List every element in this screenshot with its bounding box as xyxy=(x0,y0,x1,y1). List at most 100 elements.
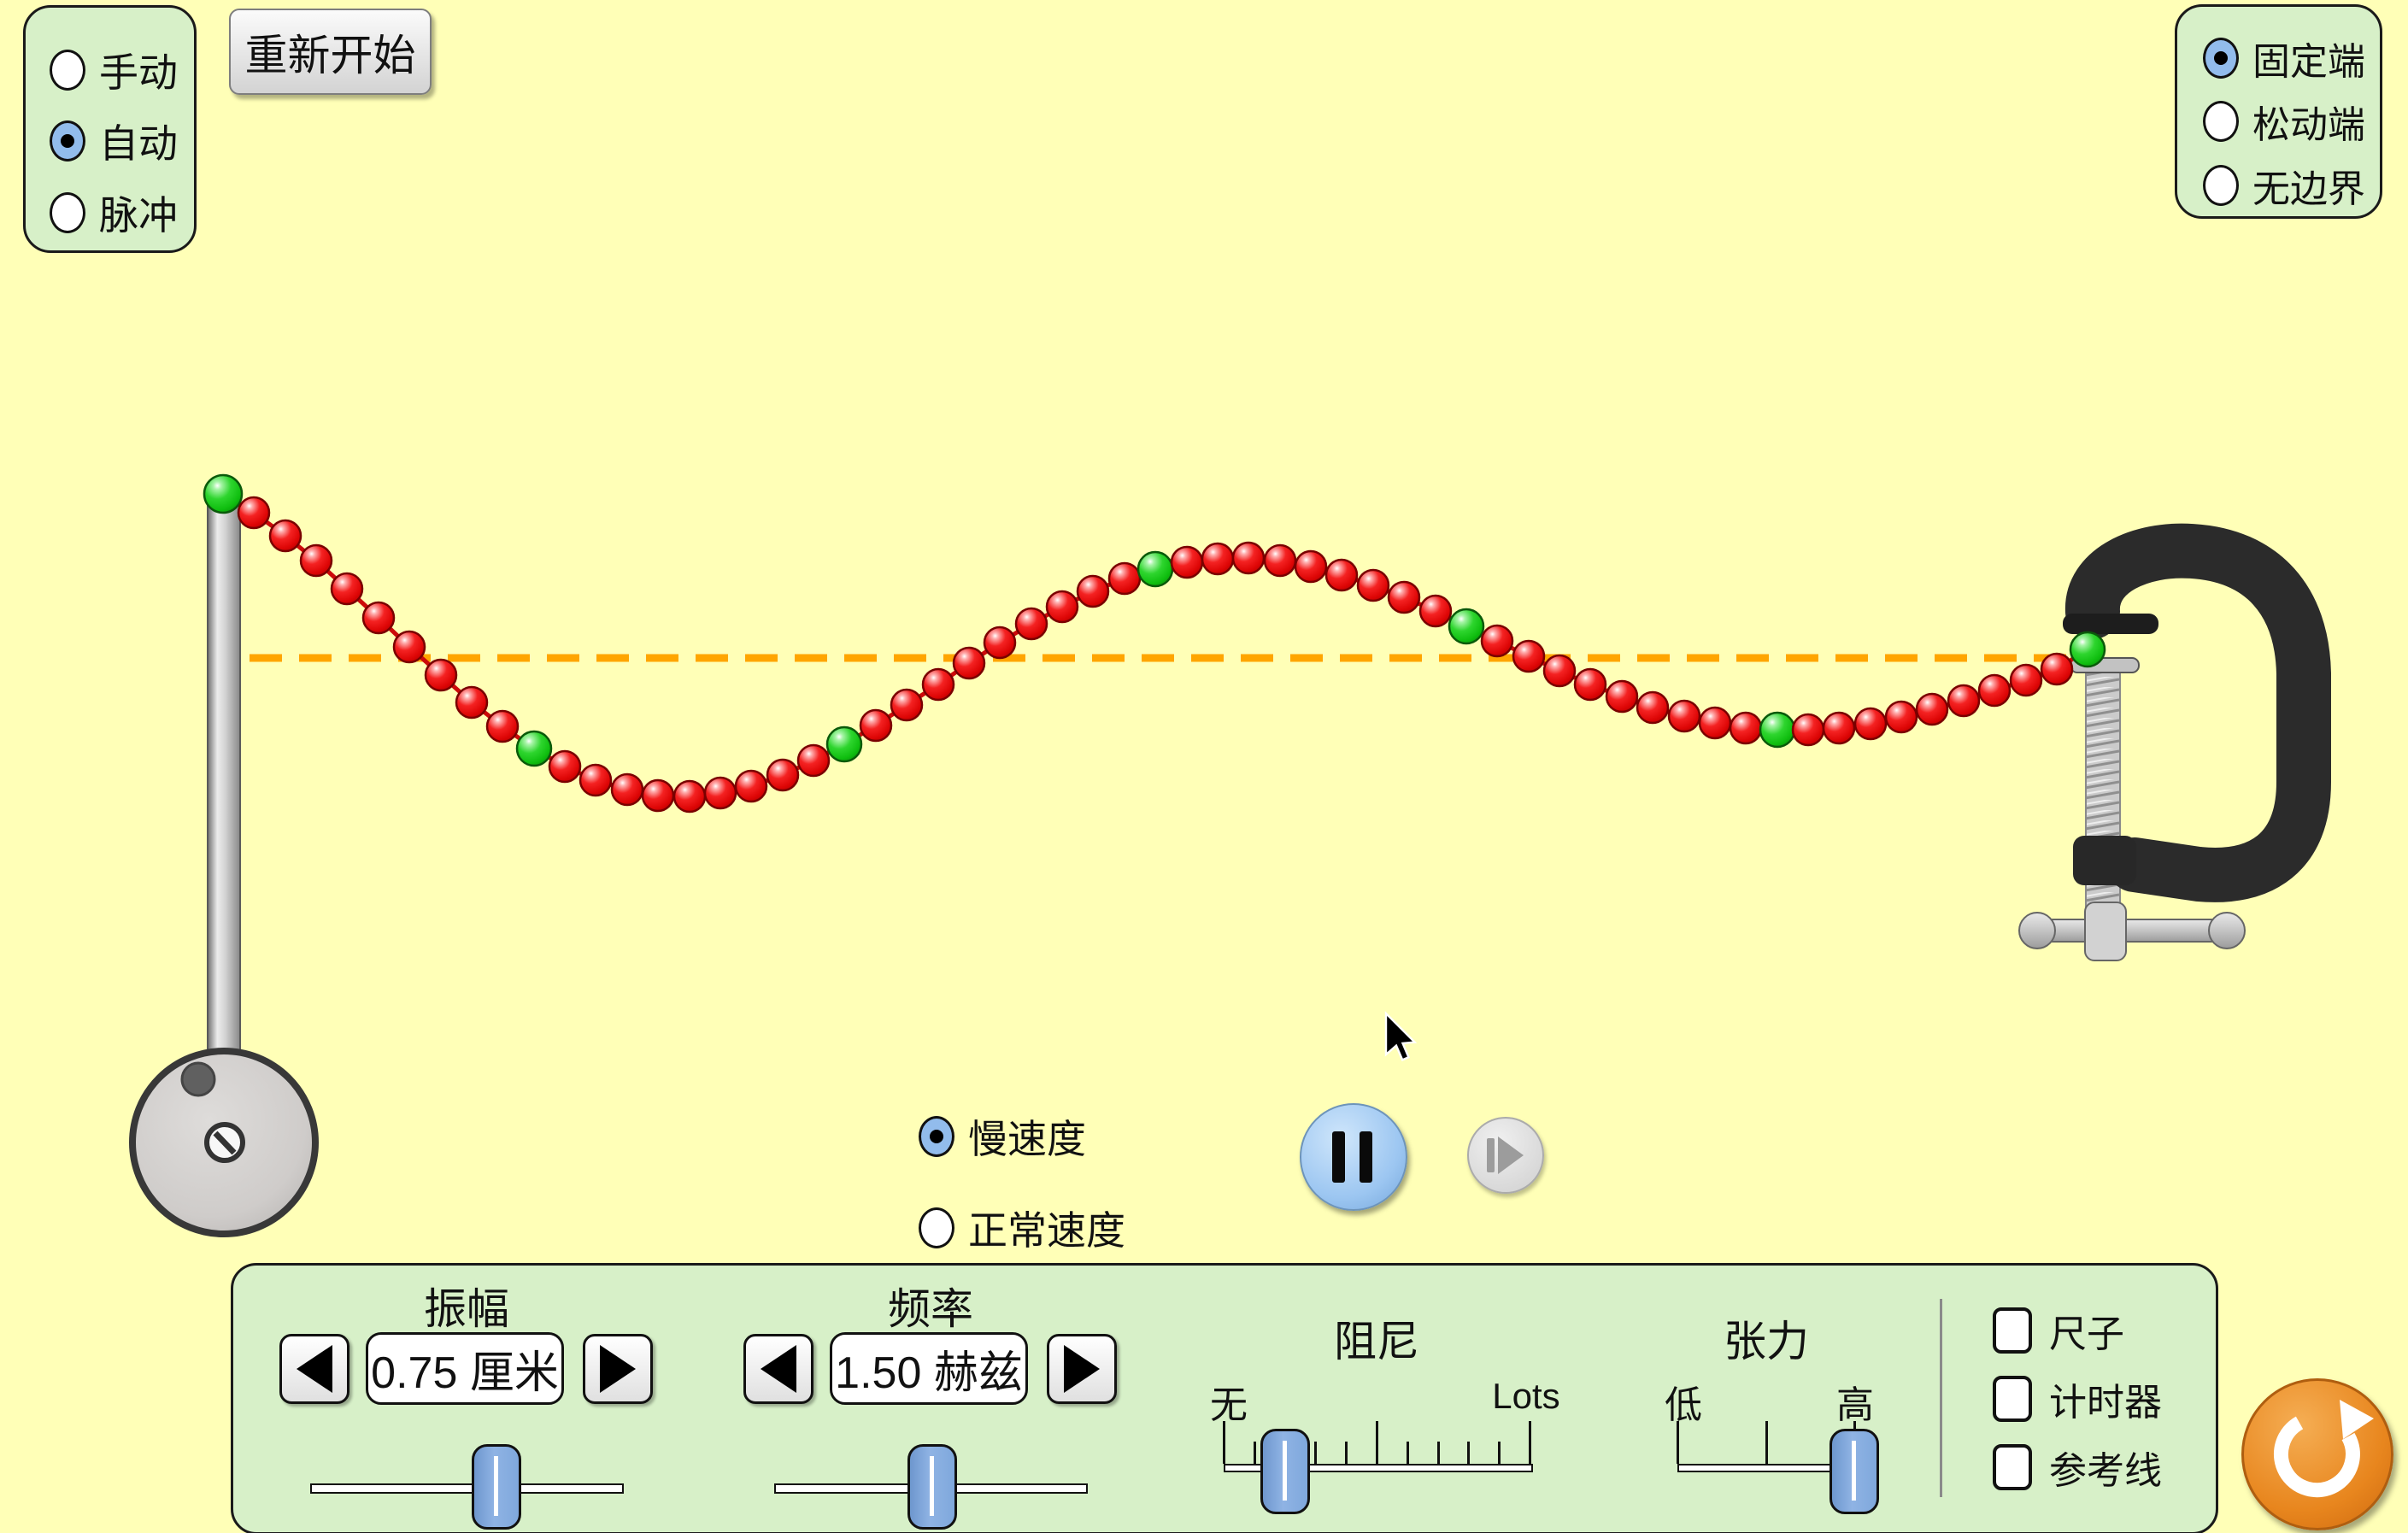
frequency-slider-thumb[interactable] xyxy=(907,1444,958,1530)
ruler-checkbox-label: 尺子 xyxy=(2049,1313,2124,1355)
wheel-peg xyxy=(180,1061,216,1097)
wave-bead-red xyxy=(921,667,955,702)
amplitude-decrease-button[interactable] xyxy=(279,1334,349,1404)
mode-panel: 手动 自动 脉冲 xyxy=(23,5,197,253)
radio-slow-motion[interactable]: 慢速度 xyxy=(919,1108,1086,1165)
wave-bead-red xyxy=(796,743,831,778)
radio-manual[interactable]: 手动 xyxy=(50,42,178,98)
frequency-decrease-button[interactable] xyxy=(743,1334,813,1404)
radio-normal-speed-circle[interactable] xyxy=(919,1207,954,1248)
step-forward-button[interactable] xyxy=(1467,1117,1544,1194)
pause-icon xyxy=(1332,1131,1345,1183)
radio-slow-motion-circle[interactable] xyxy=(919,1116,954,1157)
radio-pulse-circle[interactable] xyxy=(50,192,85,233)
wheel-screw xyxy=(204,1122,245,1163)
wave-bead-red xyxy=(1201,542,1235,576)
amplitude-value-text: 0.75 厘米 xyxy=(371,1348,559,1398)
wave-bead-green xyxy=(825,725,863,763)
pause-button[interactable] xyxy=(1300,1103,1407,1211)
frequency-increase-button[interactable] xyxy=(1047,1334,1117,1404)
ruler-checkbox-row[interactable]: 尺子 xyxy=(1993,1303,2124,1358)
clamp xyxy=(2018,523,2331,961)
radio-oscillate-circle[interactable] xyxy=(50,120,85,162)
radio-normal-speed[interactable]: 正常速度 xyxy=(919,1200,1125,1256)
wave-bead-red xyxy=(330,572,364,606)
amplitude-increase-button[interactable] xyxy=(583,1334,653,1404)
radio-loose-end[interactable]: 松动端 xyxy=(2203,94,2365,149)
oscillator-wheel[interactable] xyxy=(129,1048,319,1237)
wave-bead-red xyxy=(1947,684,1981,718)
tension-min-label: 低 xyxy=(1665,1384,1702,1426)
wave-bead-green xyxy=(515,730,553,767)
wave-bead-red xyxy=(1387,580,1421,614)
wave-bead-red xyxy=(610,772,644,807)
wave-bead-red xyxy=(952,646,986,680)
tension-max-label: 高 xyxy=(1836,1384,1874,1426)
wave-bead-red xyxy=(890,688,924,722)
step-forward-icon xyxy=(1487,1138,1495,1172)
restart-button[interactable]: 重新开始 xyxy=(229,9,432,95)
amplitude-slider-thumb[interactable] xyxy=(471,1444,521,1530)
major-tick xyxy=(1223,1421,1225,1464)
wave-bead-red xyxy=(299,543,333,578)
wave-bead-green xyxy=(1759,711,1796,749)
wave-bead-green xyxy=(1136,550,1174,588)
timer-checkbox-row[interactable]: 计时器 xyxy=(1993,1371,2162,1426)
radio-no-end-circle[interactable] xyxy=(2203,165,2239,206)
amplitude-title: 振幅 xyxy=(424,1285,509,1333)
radio-fixed-end[interactable]: 固定端 xyxy=(2203,31,2365,85)
wave-bead-red xyxy=(1636,690,1670,725)
wave-bead-red xyxy=(455,685,489,720)
wave-bead-red xyxy=(1480,624,1514,658)
wave-bead-red xyxy=(2009,663,2043,697)
damping-min-label: 无 xyxy=(1210,1384,1248,1426)
reference-line-checkbox-row[interactable]: 参考线 xyxy=(1993,1440,2162,1495)
reset-button[interactable] xyxy=(2241,1378,2393,1530)
reset-arrow-icon xyxy=(2273,1400,2374,1498)
radio-loose-end-circle[interactable] xyxy=(2203,101,2239,142)
wave-bead-red xyxy=(1573,667,1607,702)
oscillator-post[interactable] xyxy=(207,505,241,1071)
tension-slider-thumb[interactable] xyxy=(1829,1429,1879,1514)
radio-fixed-end-circle[interactable] xyxy=(2203,38,2239,79)
wave-bead-red xyxy=(1076,574,1110,608)
step-forward-icon xyxy=(1498,1137,1524,1174)
wave-bead-red xyxy=(1915,692,1949,726)
radio-no-end-label: 无边界 xyxy=(2252,168,2365,210)
clamp-handle-ball-right xyxy=(2208,912,2246,949)
ruler-checkbox[interactable] xyxy=(1993,1307,2032,1354)
string-line xyxy=(221,491,2089,799)
clamp-collar xyxy=(2073,836,2136,885)
clamp-body xyxy=(2065,523,2331,902)
wave-bead-red xyxy=(703,776,737,810)
timer-checkbox[interactable] xyxy=(1993,1376,2032,1422)
radio-oscillate[interactable]: 自动 xyxy=(50,113,178,169)
frequency-value-text: 1.50 赫兹 xyxy=(835,1348,1023,1398)
timer-checkbox-label: 计时器 xyxy=(2049,1382,2162,1424)
wave-bead-red xyxy=(237,496,271,530)
reference-line-checkbox[interactable] xyxy=(1993,1444,2032,1490)
radio-pulse-label: 脉冲 xyxy=(99,193,178,238)
radio-manual-circle[interactable] xyxy=(50,50,85,91)
radio-no-end[interactable]: 无边界 xyxy=(2203,158,2365,213)
wave-bead-red xyxy=(424,658,458,692)
wave-bead-red xyxy=(1667,699,1701,733)
damping-slider-track[interactable] xyxy=(1224,1464,1533,1472)
minor-tick xyxy=(1467,1442,1471,1464)
wave-bead-red xyxy=(672,779,707,813)
amplitude-value: 0.75 厘米 xyxy=(366,1332,564,1405)
wave-bead-red xyxy=(268,519,302,553)
wave-bead-red xyxy=(1263,543,1297,578)
wave-bead-red xyxy=(1729,711,1763,745)
wave-bead-red xyxy=(1512,639,1546,673)
wave-bead-green xyxy=(2069,631,2106,668)
wave-bead-red xyxy=(1884,700,1918,734)
wave-bead-red xyxy=(1107,561,1142,596)
minor-tick xyxy=(1498,1442,1501,1464)
amplitude-slider-track[interactable] xyxy=(310,1483,624,1494)
radio-pulse[interactable]: 脉冲 xyxy=(50,185,178,241)
wave-bead-red xyxy=(361,601,396,635)
radio-loose-end-label: 松动端 xyxy=(2252,104,2365,146)
damping-slider-thumb[interactable] xyxy=(1260,1429,1310,1514)
